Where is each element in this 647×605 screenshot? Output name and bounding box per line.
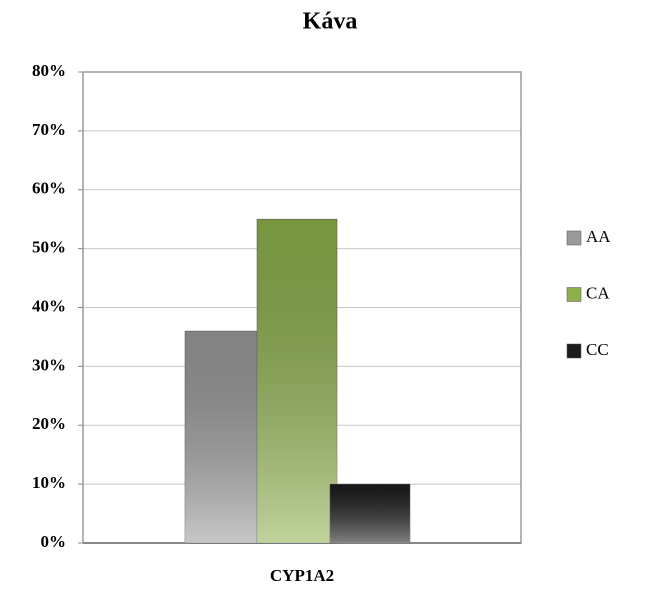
legend-label: CC — [586, 340, 609, 359]
legend-label: CA — [586, 283, 610, 302]
bar-shade — [257, 219, 337, 543]
legend-label: AA — [586, 227, 611, 246]
bar-shade — [185, 331, 265, 543]
y-tick-label: 80% — [32, 61, 66, 80]
y-tick-label: 60% — [32, 179, 66, 198]
y-tick-label: 30% — [32, 355, 66, 374]
legend-swatch — [566, 287, 582, 302]
bar-shade — [330, 484, 410, 543]
y-tick-label: 20% — [32, 414, 66, 433]
y-tick-label: 50% — [32, 238, 66, 257]
y-tick-label: 10% — [32, 473, 66, 492]
legend-swatch — [566, 343, 582, 359]
legend-swatch — [566, 230, 582, 246]
y-tick-label: 70% — [32, 120, 66, 139]
x-tick-label: CYP1A2 — [270, 566, 334, 585]
y-tick-label: 0% — [41, 532, 67, 551]
chart-title: Káva — [303, 9, 358, 35]
y-tick-label: 40% — [32, 296, 66, 315]
